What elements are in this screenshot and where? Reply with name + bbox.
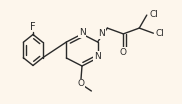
Text: H: H <box>100 29 106 35</box>
Text: Cl: Cl <box>156 29 165 38</box>
Text: O: O <box>78 79 84 89</box>
Text: N: N <box>94 52 101 61</box>
Text: N: N <box>99 29 105 38</box>
Text: F: F <box>30 22 36 32</box>
Text: N: N <box>79 28 85 37</box>
Text: O: O <box>120 48 127 57</box>
Text: Cl: Cl <box>149 10 158 19</box>
